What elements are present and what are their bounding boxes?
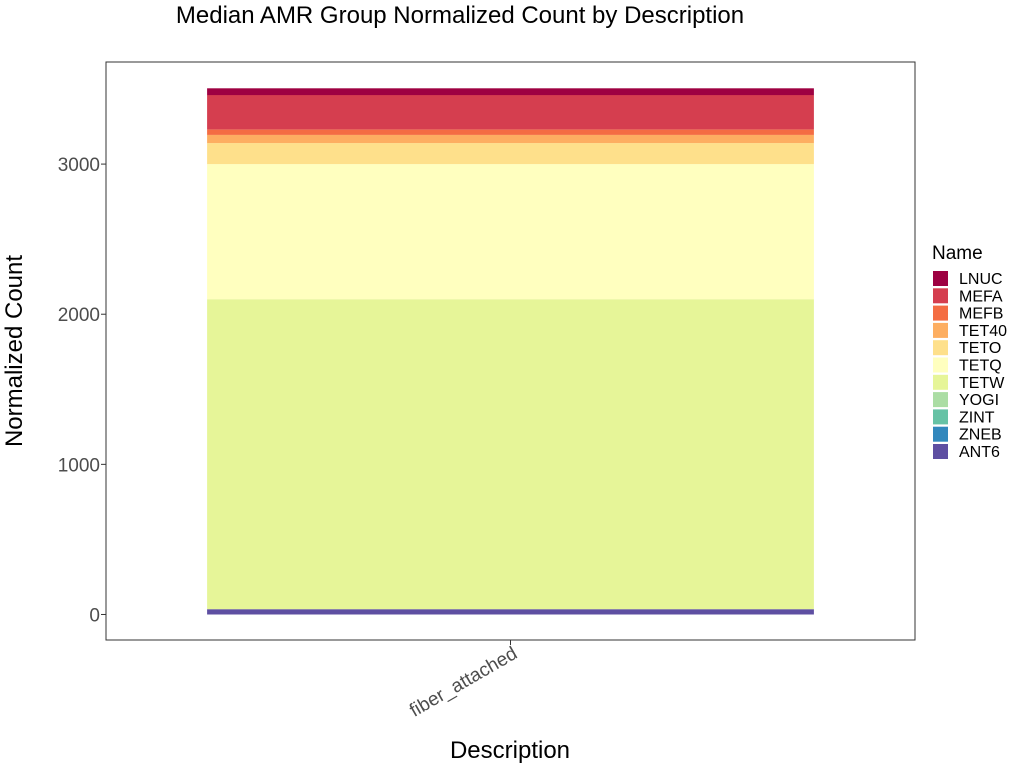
bar-segment-mefb: [207, 129, 814, 135]
y-tick-label: 0: [89, 605, 100, 626]
x-tick-label: fiber_attached: [406, 643, 521, 721]
legend-swatch-tetw: [933, 374, 948, 390]
bar-segment-mefa: [207, 95, 814, 130]
legend: Name LNUCMEFAMEFBTET40TETOTETQTETWYOGIZI…: [932, 243, 1007, 461]
legend-swatch-teto: [933, 340, 948, 356]
legend-swatch-zint: [933, 409, 948, 425]
legend-label-zint: ZINT: [959, 409, 995, 426]
legend-label-ant6: ANT6: [959, 444, 1000, 461]
bar-segment-tetq: [207, 164, 814, 300]
legend-swatch-ant6: [933, 444, 948, 459]
bar-segment-tetw: [207, 299, 814, 610]
legend-swatch-lnuc: [933, 271, 948, 286]
bar-segment-teto: [207, 143, 814, 165]
bar-segment-tet40: [207, 134, 814, 144]
y-axis: 0 1000 2000 3000: [58, 155, 106, 626]
bar-stack: [207, 88, 814, 615]
legend-label-yogi: YOGI: [959, 392, 999, 409]
legend-label-tet40: TET40: [959, 323, 1007, 340]
legend-title: Name: [932, 243, 983, 264]
x-axis: fiber_attached: [406, 640, 521, 722]
y-axis-title: Normalized Count: [1, 255, 28, 447]
legend-swatch-yogi: [933, 392, 948, 408]
legend-swatch-zneb: [933, 426, 948, 442]
legend-swatch-tet40: [933, 322, 948, 338]
legend-label-mefb: MEFB: [959, 306, 1003, 323]
legend-label-lnuc: LNUC: [959, 271, 1003, 288]
x-axis-title: Description: [450, 737, 570, 764]
bar-segment-lnuc: [207, 88, 814, 96]
bar-segment-ant6: [207, 609, 814, 615]
legend-label-teto: TETO: [959, 340, 1001, 357]
legend-label-mefa: MEFA: [959, 288, 1003, 305]
legend-label-zneb: ZNEB: [959, 427, 1002, 444]
legend-swatch-tetq: [933, 357, 948, 373]
legend-label-tetq: TETQ: [959, 358, 1002, 375]
chart-title: Median AMR Group Normalized Count by Des…: [176, 2, 744, 29]
legend-swatch-mefa: [933, 288, 948, 304]
y-tick-label: 3000: [58, 155, 100, 176]
legend-swatch-mefb: [933, 305, 948, 321]
legend-label-tetw: TETW: [959, 375, 1005, 392]
y-tick-label: 2000: [58, 305, 100, 326]
y-tick-label: 1000: [58, 455, 100, 476]
